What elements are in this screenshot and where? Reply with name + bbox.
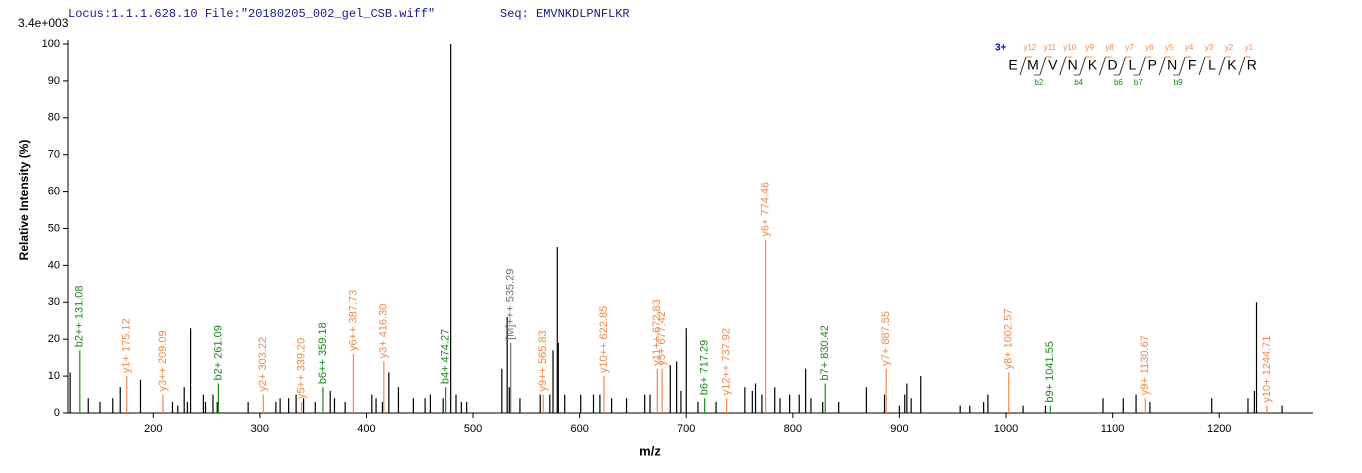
x-tick-label: 700: [677, 423, 695, 435]
peak-label: y6+ 774.46: [760, 182, 772, 237]
y-tick-label: 30: [48, 296, 60, 308]
peak-label: b6+ 717.29: [699, 340, 711, 395]
cleavage: [1138, 56, 1146, 76]
cleavage: [1178, 56, 1186, 76]
y-tick-label: 0: [54, 407, 60, 419]
peak-label: [M]+++ 535.29: [505, 269, 517, 340]
peak-label: b2+ 261.09: [212, 325, 224, 380]
peak-label: y1+ 175.12: [121, 318, 133, 373]
y-axis-label: Relative Intensity (%): [17, 140, 31, 261]
y-tick-label: 10: [48, 370, 60, 382]
peak-label: b7+ 830.42: [819, 325, 831, 380]
residue: M: [1027, 57, 1039, 73]
cleavage: [1079, 56, 1087, 76]
y-ion: y10: [1063, 43, 1076, 52]
y-ion: y6: [1145, 43, 1154, 52]
x-tick-label: 600: [570, 423, 588, 435]
residue: P: [1148, 57, 1157, 73]
residue: N: [1167, 57, 1177, 73]
peak-label: y5++ 339.20: [296, 338, 308, 399]
residue: R: [1247, 57, 1257, 73]
cleavage: [1158, 56, 1166, 76]
peak-label: y12++ 737.92: [721, 328, 733, 395]
y-ion: y7: [1125, 43, 1134, 52]
y-tick-label: 20: [48, 333, 60, 345]
y-ion: y3: [1205, 43, 1214, 52]
y-ion: y11: [1044, 43, 1057, 52]
y-ion: y9: [1085, 43, 1094, 52]
x-tick-label: 900: [890, 423, 908, 435]
b-ion: b6: [1114, 78, 1123, 87]
peak-label: y11++ 672.83: [651, 299, 663, 365]
peak-label: y9+ 1130.67: [1139, 335, 1151, 395]
b-ion: b7: [1134, 78, 1143, 87]
y-tick-label: 100: [42, 38, 60, 50]
b-ion: b9: [1174, 78, 1183, 87]
x-tick-label: 800: [784, 423, 802, 435]
peak-label: y9++ 565.83: [537, 330, 549, 391]
peak-label: y8+ 1002.57: [1003, 309, 1015, 370]
x-tick-label: 200: [144, 423, 162, 435]
residue: K: [1088, 57, 1098, 73]
y-tick-label: 80: [48, 112, 60, 124]
residue: N: [1068, 57, 1078, 73]
y-tick-label: 90: [48, 75, 60, 87]
cleavage: [1099, 56, 1107, 76]
locus: Locus:1.1.1.628.10 File:"20180205_002_ge…: [68, 7, 435, 21]
b-ion: b2: [1034, 78, 1043, 87]
peak-label: y5+ 677.42: [656, 311, 668, 366]
residue: K: [1227, 57, 1237, 73]
y-ion: y1: [1245, 43, 1254, 52]
intensity-scale: 3.4e+003: [18, 16, 69, 30]
cleavage: [1019, 56, 1027, 76]
y-ion: y12: [1023, 43, 1036, 52]
cleavage: [1118, 56, 1126, 76]
peak-label: b4+ 474.27: [440, 329, 452, 384]
charge: 3+: [995, 43, 1007, 54]
x-tick-label: 1000: [994, 423, 1018, 435]
y-tick-label: 40: [48, 259, 60, 271]
cleavage: [1039, 56, 1047, 76]
residue: F: [1188, 57, 1197, 73]
peak-label: y10+ 1244.71: [1261, 336, 1273, 403]
residue: D: [1107, 57, 1117, 73]
peak-label: b6++ 359.18: [317, 322, 329, 384]
peak-label: y3++ 209.09: [157, 330, 169, 391]
peak-label: y6++ 387.73: [347, 290, 359, 351]
y-ion: y2: [1225, 43, 1234, 52]
peak-label: b9+ 1041.55: [1044, 341, 1056, 402]
peak-label: y2+ 303.22: [257, 337, 269, 392]
peak-label: y3+ 416.30: [378, 304, 390, 359]
x-tick-label: 500: [464, 423, 482, 435]
y-tick-label: 70: [48, 149, 60, 161]
cleavage: [1238, 56, 1246, 76]
residue: E: [1008, 57, 1017, 73]
residue: L: [1208, 57, 1216, 73]
x-tick-label: 1100: [1101, 423, 1125, 435]
b-ion: b4: [1074, 78, 1083, 87]
y-ion: y4: [1185, 43, 1194, 52]
x-tick-label: 300: [251, 423, 269, 435]
y-ion: y8: [1105, 43, 1114, 52]
y-tick-label: 50: [48, 222, 60, 234]
x-tick-label: 1200: [1207, 423, 1231, 435]
peak-label: y10++ 622.85: [598, 306, 610, 373]
x-tick-label: 400: [357, 423, 375, 435]
cleavage: [1218, 56, 1226, 76]
residue: L: [1129, 57, 1137, 73]
peak-label: b2++ 131.08: [74, 285, 86, 347]
y-ion: y5: [1165, 43, 1174, 52]
x-axis-label: m/z: [639, 443, 661, 458]
cleavage: [1198, 56, 1206, 76]
cleavage: [1059, 56, 1067, 76]
y-tick-label: 60: [48, 186, 60, 198]
peak-label: y7+ 887.55: [880, 311, 892, 366]
sequence-header: Seq: EMVNKDLPNFLKR: [500, 7, 630, 21]
residue: V: [1048, 57, 1058, 73]
